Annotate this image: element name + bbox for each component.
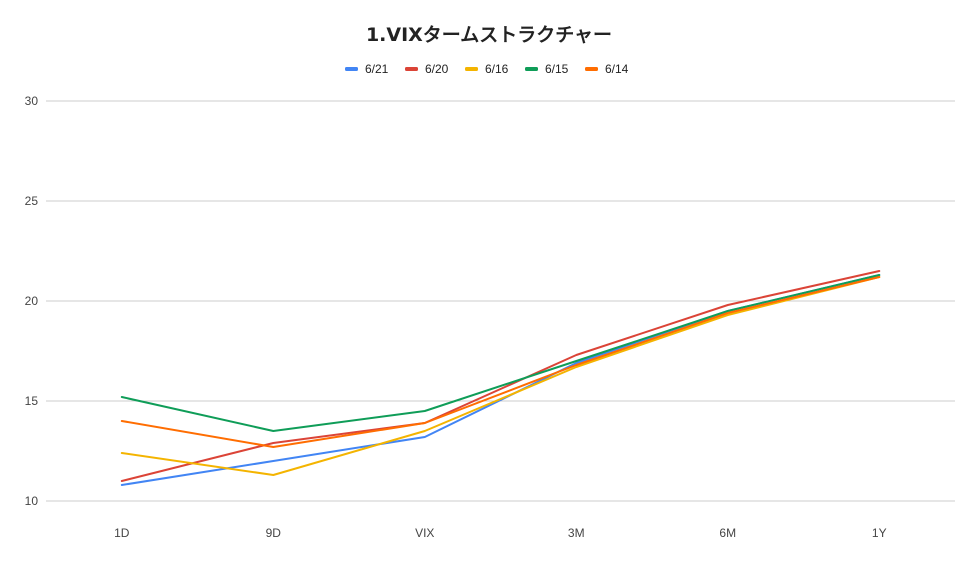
y-tick-label: 25 bbox=[25, 194, 39, 208]
legend-item[interactable]: 6/20 bbox=[405, 62, 449, 76]
legend-item[interactable]: 6/21 bbox=[345, 62, 389, 76]
legend-swatch bbox=[585, 67, 598, 71]
legend: 6/21 6/20 6/16 6/15 6/14 bbox=[345, 62, 629, 76]
x-tick-label: VIX bbox=[415, 526, 434, 540]
x-axis-ticks: 1D 9D VIX 3M 6M 1Y bbox=[114, 526, 887, 540]
x-tick-label: 6M bbox=[719, 526, 736, 540]
series-line-2 bbox=[120, 276, 881, 476]
legend-label: 6/14 bbox=[605, 62, 629, 76]
series-line-1 bbox=[120, 270, 881, 482]
series-lines bbox=[120, 270, 881, 486]
y-tick-label: 20 bbox=[25, 294, 39, 308]
legend-item[interactable]: 6/15 bbox=[525, 62, 569, 76]
y-axis-ticks: 10 15 20 25 30 bbox=[25, 94, 39, 508]
chart-title: 1.VIXタームストラクチャー bbox=[366, 24, 612, 46]
legend-label: 6/21 bbox=[365, 62, 389, 76]
legend-label: 6/20 bbox=[425, 62, 449, 76]
y-tick-label: 10 bbox=[25, 494, 39, 508]
y-tick-label: 15 bbox=[25, 394, 39, 408]
legend-swatch bbox=[405, 67, 418, 71]
x-tick-label: 1Y bbox=[872, 526, 887, 540]
x-tick-label: 9D bbox=[266, 526, 282, 540]
legend-swatch bbox=[525, 67, 538, 71]
legend-item[interactable]: 6/14 bbox=[585, 62, 629, 76]
x-tick-label: 3M bbox=[568, 526, 585, 540]
x-tick-label: 1D bbox=[114, 526, 130, 540]
gridlines bbox=[46, 100, 955, 502]
legend-swatch bbox=[345, 67, 358, 71]
legend-item[interactable]: 6/16 bbox=[465, 62, 509, 76]
y-tick-label: 30 bbox=[25, 94, 39, 108]
legend-label: 6/16 bbox=[485, 62, 509, 76]
legend-swatch bbox=[465, 67, 478, 71]
legend-label: 6/15 bbox=[545, 62, 569, 76]
series-line-4 bbox=[120, 276, 881, 448]
series-line-3 bbox=[120, 274, 881, 432]
